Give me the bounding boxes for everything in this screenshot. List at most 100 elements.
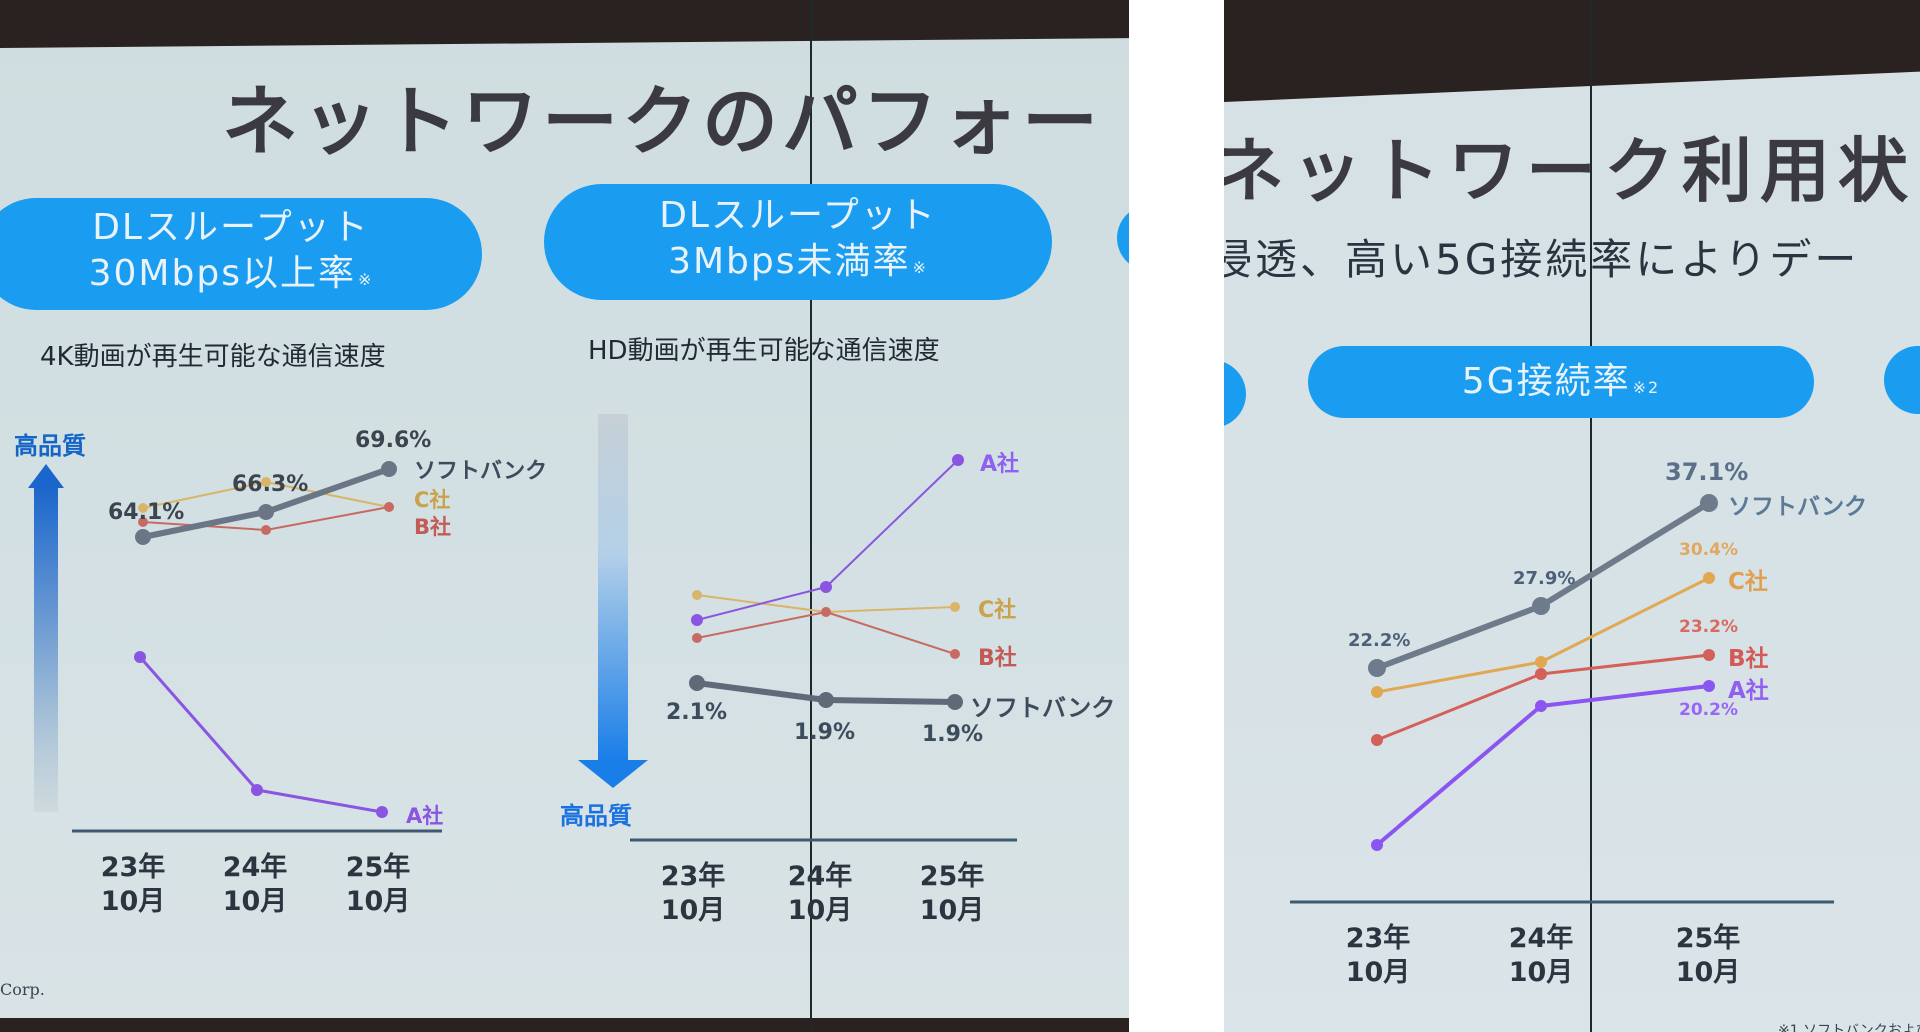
x-tick-label: 24年 10月: [222, 852, 288, 917]
value-label: 66.3%: [232, 472, 309, 497]
data-point: [1535, 700, 1547, 712]
x-tick-label: 23年 10月: [100, 852, 166, 917]
pill-line1: DLスループット: [659, 195, 937, 236]
series-label: A社: [406, 804, 444, 828]
display-bezel-seam: [810, 0, 812, 1032]
series-label: B社: [1728, 646, 1769, 672]
series-ソフトバンク: [135, 461, 397, 545]
data-point: [691, 614, 703, 626]
value-label: 30.4%: [1679, 540, 1738, 560]
value-label: 2.1%: [666, 700, 728, 725]
quality-arrows: [28, 414, 648, 812]
value-label: 27.9%: [1513, 568, 1576, 589]
data-point: [1532, 597, 1550, 615]
footnote: ※1 ソフトバンクおよび: [1778, 1023, 1920, 1032]
pill-note: ※2: [1632, 378, 1661, 397]
left-slide-photo: ネットワークのパフォー DLスループット 30Mbps以上率 ※ DLスループット…: [0, 0, 1129, 1032]
pill-dl-3mbps: DLスループット 3Mbps未満率 ※: [544, 184, 1052, 300]
data-point: [261, 525, 271, 535]
series-C社: [1371, 572, 1715, 698]
display-bezel-seam: [1590, 0, 1592, 1032]
data-point: [950, 602, 960, 612]
series-label: C社: [414, 488, 451, 512]
pill-dl-30mbps: DLスループット 30Mbps以上率 ※: [0, 198, 482, 310]
series-label: B社: [978, 646, 1017, 671]
data-point: [138, 503, 148, 513]
quality-label-up: 高品質: [14, 432, 86, 460]
x-tick-label: 25年 10月: [1675, 923, 1741, 988]
data-point: [134, 651, 146, 663]
data-point: [138, 517, 148, 527]
pill-line1: DLスループット: [92, 207, 370, 248]
data-point: [1368, 659, 1386, 677]
series-label: ソフトバンク: [414, 459, 548, 484]
data-point: [261, 477, 271, 487]
series-label: C社: [978, 598, 1017, 623]
data-point: [1703, 680, 1715, 692]
value-label: 20.2%: [1679, 700, 1738, 720]
data-point: [258, 504, 274, 520]
x-tick-label: 23年 10月: [660, 861, 726, 926]
data-point: [692, 590, 702, 600]
data-point: [952, 454, 964, 466]
series-B社: [138, 502, 394, 535]
right-slide-photo: ネットワーク利用状 浸透、高い5G接続率によりデー 5G接続率 ※2 22.2% 2…: [1224, 0, 1920, 1032]
data-point: [1703, 572, 1715, 584]
chart-30mbps: [72, 461, 442, 833]
series-label: ソフトバンク: [1728, 494, 1868, 520]
value-label: 1.9%: [794, 720, 856, 745]
data-point: [1535, 668, 1547, 680]
slide-title: ネットワークのパフォー: [222, 77, 1102, 166]
x-tick-label: 23年 10月: [1345, 923, 1411, 988]
pill-line2: 3Mbps未満率: [668, 241, 911, 282]
series-B社: [1371, 649, 1715, 746]
pill-line2: 30Mbps以上率: [88, 253, 356, 294]
data-point: [689, 675, 705, 691]
data-point: [950, 649, 960, 659]
data-point: [1371, 839, 1383, 851]
data-point: [135, 529, 151, 545]
pill-partial-left: [1224, 360, 1246, 428]
arrow-up-icon: [28, 464, 64, 812]
data-point: [376, 806, 388, 818]
series-A社: [691, 454, 964, 626]
pill-note: ※: [357, 270, 374, 289]
x-tick-label: 25年 10月: [919, 861, 985, 926]
value-label: 69.6%: [355, 428, 432, 453]
caption-4k: 4K動画が再生可能な通信速度: [40, 342, 386, 372]
data-point: [692, 633, 702, 643]
series-B社: [692, 607, 960, 659]
series-label: A社: [1728, 678, 1769, 704]
series-A社: [1371, 680, 1715, 851]
data-point: [820, 581, 832, 593]
value-label: 64.1%: [108, 500, 185, 525]
slide-subtitle: 浸透、高い5G接続率によりデー: [1224, 235, 1860, 284]
series-A社: [134, 651, 388, 818]
data-point: [384, 502, 394, 512]
quality-label-down: 高品質: [560, 802, 632, 830]
x-tick-label: 24年 10月: [787, 861, 853, 926]
pill-5g-rate: 5G接続率 ※2: [1308, 346, 1814, 418]
x-tick-label: 24年 10月: [1508, 923, 1574, 988]
data-point: [821, 607, 831, 617]
arrow-down-icon: [578, 414, 648, 788]
data-point: [947, 694, 963, 710]
screen-bottom-frame: [0, 1018, 1129, 1032]
series-ソフトバンク: [1368, 494, 1718, 677]
value-label: 22.2%: [1348, 630, 1411, 651]
data-point: [1371, 734, 1383, 746]
data-point: [818, 692, 834, 708]
value-label: 37.1%: [1665, 458, 1749, 486]
data-point: [1703, 649, 1715, 661]
chart-3mbps: [630, 454, 1017, 842]
value-label: 23.2%: [1679, 617, 1738, 637]
data-point: [1371, 686, 1383, 698]
pill-note: ※: [912, 258, 928, 277]
data-point: [1535, 656, 1547, 668]
chart-5g-rate: [1290, 494, 1834, 904]
series-label: ソフトバンク: [970, 694, 1116, 722]
series-label: C社: [1728, 569, 1768, 595]
data-point: [1700, 494, 1718, 512]
slide-title: ネットワーク利用状: [1224, 130, 1916, 212]
x-tick-label: 25年 10月: [345, 852, 411, 917]
